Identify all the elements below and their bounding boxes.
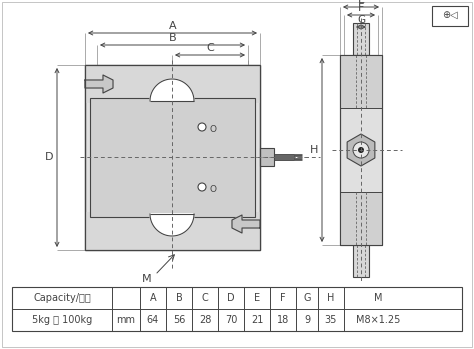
Bar	[353, 23, 369, 55]
Text: B: B	[176, 293, 182, 303]
Text: 56: 56	[173, 315, 185, 325]
Text: M8×1.25: M8×1.25	[356, 315, 400, 325]
Bar	[340, 192, 382, 245]
Text: B: B	[169, 33, 176, 43]
Text: G: G	[357, 15, 365, 25]
Text: G: G	[303, 293, 311, 303]
Bar	[85, 212, 260, 250]
Text: 28: 28	[199, 315, 211, 325]
Circle shape	[358, 147, 364, 153]
Text: ⊕◁: ⊕◁	[442, 11, 458, 21]
Text: D: D	[227, 293, 235, 303]
Bar	[340, 55, 382, 245]
Bar	[90, 98, 255, 217]
Text: 70: 70	[225, 315, 237, 325]
Bar	[85, 65, 260, 250]
Text: F: F	[280, 293, 286, 303]
Text: 64: 64	[147, 315, 159, 325]
Text: H: H	[328, 293, 335, 303]
Bar	[85, 65, 260, 250]
Text: mm: mm	[117, 315, 136, 325]
Circle shape	[198, 123, 206, 131]
Bar	[340, 55, 382, 108]
Text: A: A	[169, 21, 176, 31]
Text: M: M	[374, 293, 382, 303]
Polygon shape	[347, 134, 375, 166]
Circle shape	[198, 183, 206, 191]
Text: H: H	[310, 145, 318, 155]
Bar	[340, 55, 382, 245]
Text: 35: 35	[325, 315, 337, 325]
Text: F: F	[358, 3, 364, 13]
Text: E: E	[254, 293, 260, 303]
Bar	[340, 55, 382, 108]
Text: 9: 9	[304, 315, 310, 325]
Bar	[274, 154, 294, 160]
Circle shape	[353, 142, 369, 158]
Bar	[353, 245, 369, 277]
Text: 18: 18	[277, 315, 289, 325]
Text: C: C	[201, 293, 209, 303]
Polygon shape	[232, 215, 260, 233]
Text: O: O	[210, 126, 217, 134]
Text: E: E	[357, 0, 365, 5]
Polygon shape	[85, 75, 113, 93]
Polygon shape	[150, 214, 194, 236]
Text: 5kg ～ 100kg: 5kg ～ 100kg	[32, 315, 92, 325]
Text: C: C	[206, 43, 214, 53]
Text: Capacity/量程: Capacity/量程	[33, 293, 91, 303]
Text: 21: 21	[251, 315, 263, 325]
Bar	[340, 192, 382, 245]
Polygon shape	[150, 79, 194, 101]
Text: M: M	[142, 274, 152, 284]
Text: A: A	[150, 293, 156, 303]
Bar	[260, 148, 274, 166]
Bar	[432, 6, 468, 26]
Bar	[85, 65, 260, 103]
Bar	[12, 287, 462, 331]
Text: O: O	[210, 186, 217, 194]
Text: D: D	[45, 153, 53, 163]
